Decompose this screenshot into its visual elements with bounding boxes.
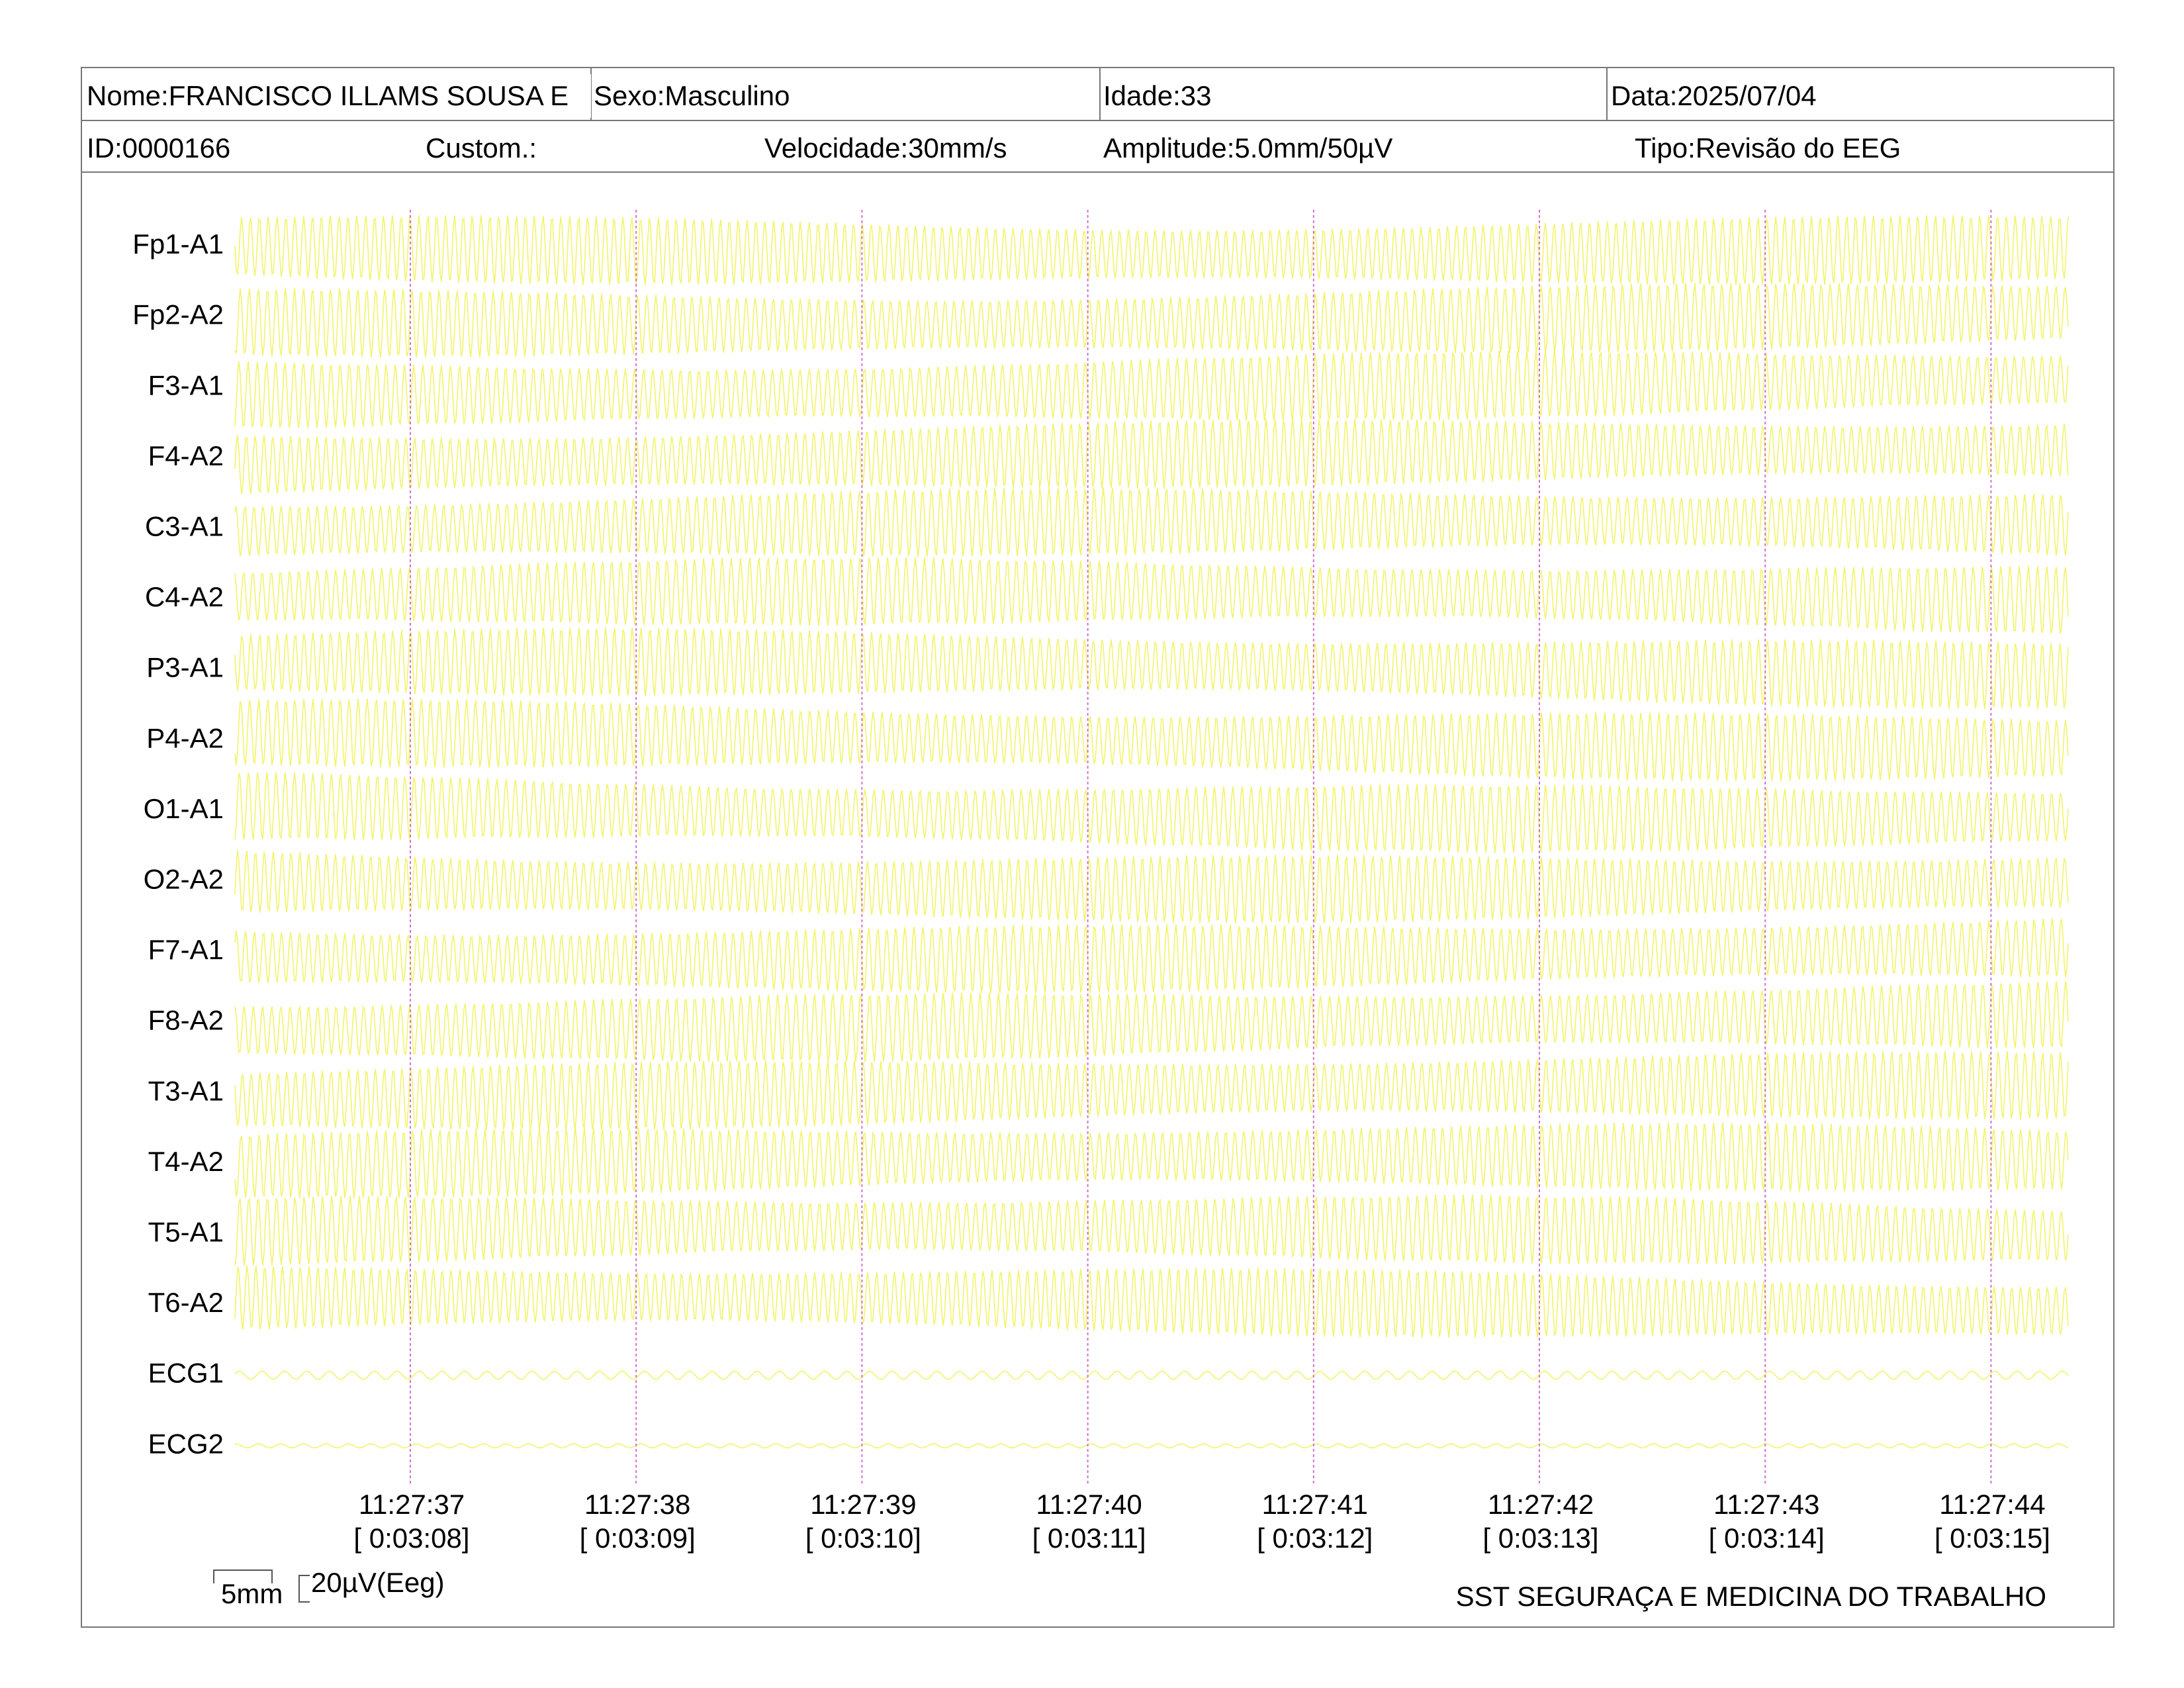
- page-frame: [81, 67, 2115, 1628]
- eeg-trace: [234, 698, 2069, 782]
- review-type: Tipo:Revisão do EEG: [1635, 132, 1901, 164]
- channel-label: ECG2: [148, 1428, 224, 1459]
- record-date: Data:2025/07/04: [1611, 80, 1817, 111]
- channel-label: O2-A2: [144, 863, 224, 894]
- labels: Fp1-A1 Fp2-A2 F3-A1 F4-A2 C3-A1 C4-A2 P3-A1 P4-…: [132, 228, 2050, 1554]
- clock-time: 11:27:39: [810, 1489, 916, 1520]
- channel-label: T5-A1: [148, 1216, 224, 1247]
- eeg-trace: [234, 557, 2069, 635]
- eeg-trace: [234, 350, 2069, 428]
- clock-time: 11:27:40: [1036, 1489, 1142, 1520]
- eeg-trace: [234, 1370, 2069, 1380]
- elapsed-time: [ 0:03:10]: [805, 1523, 921, 1554]
- channel-label: C4-A2: [145, 581, 224, 612]
- eeg-trace: [234, 850, 2069, 924]
- elapsed-time: [ 0:03:09]: [580, 1523, 696, 1554]
- scale-length: 5mm: [221, 1578, 283, 1609]
- channel-label: T6-A2: [148, 1287, 224, 1318]
- eeg-trace: [234, 1051, 2069, 1131]
- eeg-trace: [234, 487, 2069, 557]
- channel-label: T4-A2: [148, 1146, 224, 1177]
- patient-sex: Sexo:Masculino: [594, 80, 790, 111]
- patient-age: Idade:33: [1103, 80, 1212, 111]
- channel-label: ECG1: [148, 1358, 224, 1389]
- channel-label: Fp1-A1: [132, 228, 224, 259]
- clock-time: 11:27:38: [584, 1489, 690, 1520]
- eeg-trace: [234, 1194, 2069, 1266]
- record-id: ID:0000166: [87, 132, 230, 164]
- eeg-trace: [234, 283, 2069, 358]
- patient-name: Nome:FRANCISCO ILLAMS SOUSA E: [87, 80, 569, 111]
- channel-label: P4-A2: [146, 722, 224, 753]
- elapsed-time: [ 0:03:12]: [1257, 1523, 1373, 1554]
- eeg-trace: [234, 418, 2069, 494]
- eeg-trace: [234, 980, 2069, 1062]
- elapsed-time: [ 0:03:14]: [1709, 1523, 1825, 1554]
- channel-label: F4-A2: [148, 440, 224, 471]
- channel-label: Fp2-A2: [132, 299, 224, 330]
- clock-time: 11:27:41: [1262, 1489, 1368, 1520]
- eeg-trace: [234, 1443, 2069, 1449]
- eeg-trace: [234, 627, 2069, 710]
- traces: [234, 210, 2069, 1484]
- speed: Velocidade:30mm/s: [764, 132, 1007, 164]
- custom-field: Custom.:: [426, 132, 537, 164]
- clock-time: 11:27:37: [359, 1489, 465, 1520]
- eeg-trace: [234, 215, 2069, 285]
- channel-label: F8-A2: [148, 1005, 224, 1036]
- channel-label: F7-A1: [148, 934, 224, 965]
- company-name: SST SEGURAÇA E MEDICINA DO TRABALHO: [1456, 1581, 2046, 1612]
- elapsed-time: [ 0:03:08]: [353, 1523, 469, 1554]
- scale-bar: [213, 1570, 273, 1583]
- eeg-trace: [234, 918, 2069, 994]
- channel-label: F3-A1: [148, 369, 224, 400]
- clock-time: 11:27:44: [1939, 1489, 2045, 1520]
- name-clip: [586, 74, 591, 118]
- channel-label: P3-A1: [146, 652, 224, 683]
- eeg-trace: [234, 772, 2069, 853]
- elapsed-time: [ 0:03:11]: [1032, 1523, 1146, 1554]
- scale-bracket: [298, 1575, 310, 1603]
- scale-voltage: 20µV(Eeg): [311, 1567, 445, 1598]
- eeg-trace: [234, 1265, 2069, 1338]
- clock-time: 11:27:42: [1488, 1489, 1594, 1520]
- elapsed-time: [ 0:03:13]: [1482, 1523, 1598, 1554]
- clock-time: 11:27:43: [1713, 1489, 1819, 1520]
- header-frame: [81, 67, 2115, 1628]
- channel-label: T3-A1: [148, 1075, 224, 1106]
- channel-label: O1-A1: [144, 793, 224, 824]
- amplitude: Amplitude:5.0mm/50µV: [1103, 132, 1392, 164]
- channel-label: C3-A1: [145, 510, 224, 541]
- elapsed-time: [ 0:03:15]: [1934, 1523, 2050, 1554]
- eeg-trace: [234, 1122, 2069, 1199]
